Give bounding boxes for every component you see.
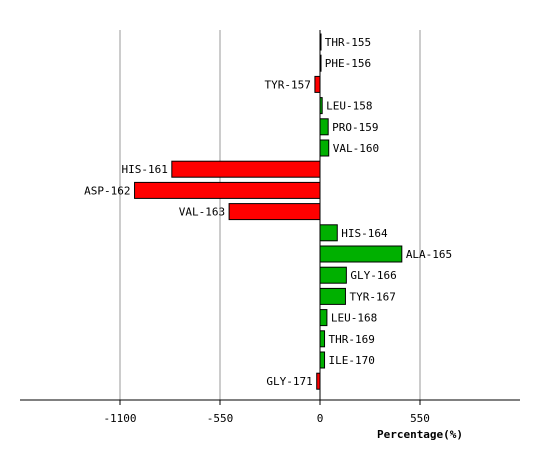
- bar-thr-155: [319, 33, 322, 51]
- bar-gly-171: [316, 372, 321, 390]
- bar-label-leu-168: LEU-168: [331, 312, 377, 325]
- x-ticks: -1100 -550 0 550: [103, 400, 430, 425]
- bar-label-phe-156: PHE-156: [325, 57, 371, 70]
- bars: [134, 33, 403, 390]
- bar-gly-166: [319, 266, 347, 284]
- bar-label-val-160: VAL-160: [333, 142, 379, 155]
- bar-label-val-163: VAL-163: [179, 206, 225, 219]
- bar-label-ile-170: ILE-170: [329, 354, 375, 367]
- bar-val-160: [319, 139, 330, 157]
- x-tick-label--1100: -1100: [103, 412, 136, 425]
- bar-his-164: [319, 224, 338, 242]
- x-tick-label-0: 0: [317, 412, 324, 425]
- bar-label-gly-166: GLY-166: [350, 269, 396, 282]
- bar-his-161: [171, 160, 321, 178]
- bar-leu-168: [319, 309, 328, 327]
- bar-label-pro-159: PRO-159: [332, 121, 378, 134]
- bar-label-thr-155: THR-155: [325, 36, 371, 49]
- x-tick-label-550: 550: [410, 412, 430, 425]
- bar-label-his-164: HIS-164: [341, 227, 388, 240]
- bar-label-gly-171: GLY-171: [266, 375, 312, 388]
- bar-thr-169: [319, 330, 326, 348]
- bar-labels: THR-155 PHE-156 TYR-157 LEU-158 PRO-159 VAL-1…: [84, 36, 452, 388]
- x-axis-title: Percentage(%): [377, 428, 463, 441]
- bar-label-thr-169: THR-169: [329, 333, 375, 346]
- bar-label-tyr-157: TYR-157: [265, 78, 311, 91]
- bar-pro-159: [319, 118, 329, 136]
- bar-tyr-157: [314, 75, 321, 93]
- bar-label-tyr-167: TYR-167: [349, 290, 395, 303]
- bar-label-his-161: HIS-161: [121, 163, 167, 176]
- bar-val-163: [228, 203, 321, 221]
- bar-ala-165: [319, 245, 403, 263]
- bar-tyr-167: [319, 287, 346, 305]
- bar-asp-162: [134, 181, 321, 199]
- x-tick-label--550: -550: [207, 412, 234, 425]
- bar-ile-170: [319, 351, 326, 369]
- bar-label-asp-162: ASP-162: [84, 184, 130, 197]
- bar-label-ala-165: ALA-165: [406, 248, 452, 261]
- bar-leu-158: [319, 97, 323, 115]
- bar-label-leu-158: LEU-158: [326, 100, 372, 113]
- bar-phe-156: [319, 54, 322, 72]
